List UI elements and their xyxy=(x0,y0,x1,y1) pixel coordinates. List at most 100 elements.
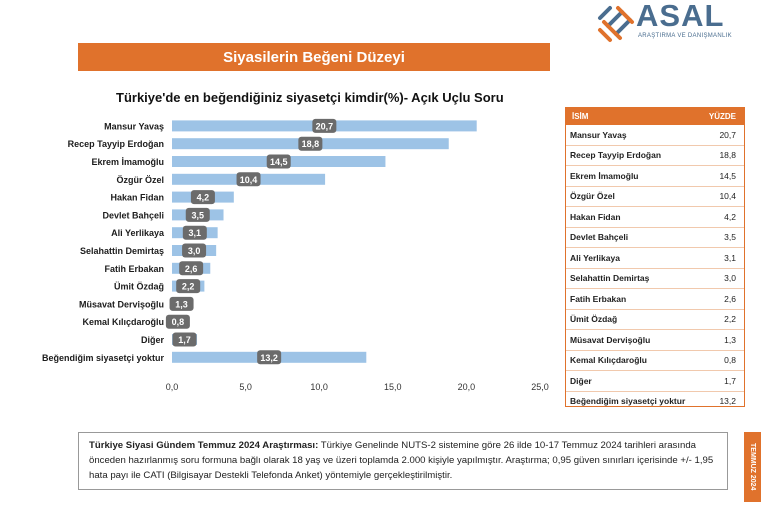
data-label: 3,0 xyxy=(188,246,201,256)
table-cell-value: 20,7 xyxy=(719,129,736,140)
table-cell-value: 0,8 xyxy=(724,355,736,366)
category-label: Fatih Erbakan xyxy=(104,264,164,274)
chart-title: Türkiye'de en beğendiğiniz siyasetçi kim… xyxy=(116,90,504,105)
table-cell-value: 2,6 xyxy=(724,293,736,304)
data-label-bg xyxy=(176,279,201,294)
table-cell-value: 4,2 xyxy=(724,211,736,222)
table-cell-value: 2,2 xyxy=(724,314,736,325)
data-label: 13,2 xyxy=(260,353,278,363)
data-label: 3,1 xyxy=(189,228,202,238)
table-cell-value: 13,2 xyxy=(719,396,736,407)
category-label: Hakan Fidan xyxy=(110,193,164,203)
category-label: Ekrem İmamoğlu xyxy=(91,157,164,167)
col-name-header: İSİM xyxy=(572,112,589,121)
table-cell-name: Devlet Bahçeli xyxy=(570,232,629,243)
table-row: Hakan Fidan 4,2 xyxy=(566,207,744,228)
category-label: Müsavat Dervişoğlu xyxy=(79,299,164,309)
table-cell-name: Selahattin Demirtaş xyxy=(570,273,650,284)
table-cell-name: Diğer xyxy=(570,375,592,386)
note-heading: Türkiye Siyasi Gündem Temmuz 2024 Araştı… xyxy=(89,440,319,451)
table-row: Fatih Erbakan 2,6 xyxy=(566,289,744,310)
data-label: 10,4 xyxy=(240,175,258,185)
table-body: Mansur Yavaş 20,7 Recep Tayyip Erdoğan 18,8… xyxy=(566,125,744,411)
col-value-header: YÜZDE xyxy=(708,112,736,121)
data-label-bg xyxy=(182,243,207,258)
table-cell-name: Özgür Özel xyxy=(570,191,615,202)
x-tick-label: 0,0 xyxy=(166,382,179,392)
data-label: 14,5 xyxy=(270,157,288,167)
date-side-tab: TEMMUZ 2024 xyxy=(744,432,761,502)
data-label-bg xyxy=(190,190,215,205)
category-label: Ümit Özdağ xyxy=(114,282,164,292)
data-label-bg xyxy=(185,207,210,222)
table-cell-value: 14,5 xyxy=(719,170,736,181)
results-table: İSİM YÜZDE Mansur Yavaş 20,7 Recep Tayyip … xyxy=(565,107,745,407)
data-label-bg xyxy=(179,261,204,276)
methodology-note: Türkiye Siyasi Gündem Temmuz 2024 Araştı… xyxy=(78,432,728,490)
category-label: Beğendiğim siyasetçi yoktur xyxy=(42,353,165,363)
table-row: Devlet Bahçeli 3,5 xyxy=(566,228,744,248)
category-label: Devlet Bahçeli xyxy=(102,210,164,220)
x-tick-label: 20,0 xyxy=(458,382,476,392)
logo-subtitle: ARAŞTIRMA VE DANIŞMANLIK xyxy=(638,33,732,39)
table-row: Müsavat Dervişoğlu 1,3 xyxy=(566,330,744,351)
x-tick-label: 15,0 xyxy=(384,382,402,392)
table-header: İSİM YÜZDE xyxy=(566,108,744,125)
data-label: 3,5 xyxy=(192,210,205,220)
table-row: Recep Tayyip Erdoğan 18,8 xyxy=(566,146,744,166)
category-label: Özgür Özel xyxy=(116,175,164,185)
data-label: 1,3 xyxy=(175,299,188,309)
bar-chart: Mansur Yavaş 20,7 Recep Tayyip Erdoğan 18,8… xyxy=(42,118,549,392)
table-row: Selahattin Demirtaş 3,0 xyxy=(566,269,744,289)
table-row: Kemal Kılıçdaroğlu 0,8 xyxy=(566,351,744,371)
x-tick-label: 10,0 xyxy=(310,382,328,392)
data-label-bg xyxy=(169,296,194,311)
table-cell-name: Kemal Kılıçdaroğlu xyxy=(570,355,647,366)
table-row: Özgür Özel 10,4 xyxy=(566,187,744,207)
data-label-bg xyxy=(312,118,337,133)
table-cell-name: Hakan Fidan xyxy=(570,211,621,222)
data-label-bg xyxy=(257,350,282,365)
x-tick-label: 25,0 xyxy=(531,382,549,392)
table-cell-value: 3,5 xyxy=(724,232,736,243)
data-label-bg xyxy=(172,332,197,347)
data-label: 4,2 xyxy=(197,193,210,203)
table-row: Mansur Yavaş 20,7 xyxy=(566,125,744,146)
x-tick-label: 5,0 xyxy=(239,382,252,392)
table-row: Diğer 1,7 xyxy=(566,371,744,392)
table-cell-name: Ekrem İmamoğlu xyxy=(570,170,639,181)
asal-logo xyxy=(596,4,746,44)
table-cell-value: 18,8 xyxy=(719,150,736,161)
table-cell-name: Beğendiğim siyasetçi yoktur xyxy=(570,396,686,407)
category-label: Kemal Kılıçdaroğlu xyxy=(82,317,164,327)
data-label-bg xyxy=(165,314,190,329)
table-cell-name: Müsavat Dervişoğlu xyxy=(570,334,651,345)
category-label: Recep Tayyip Erdoğan xyxy=(68,139,164,149)
table-cell-value: 10,4 xyxy=(719,191,736,202)
note-text: Türkiye Genelinde NUTS-2 sistemine göre … xyxy=(89,440,714,481)
table-cell-name: Ali Yerlikaya xyxy=(570,252,620,263)
data-label: 1,7 xyxy=(178,335,191,345)
table-cell-name: Ümit Özdağ xyxy=(570,314,618,325)
table-cell-value: 1,7 xyxy=(724,375,736,386)
table-cell-name: Mansur Yavaş xyxy=(570,129,627,140)
category-label: Ali Yerlikaya xyxy=(111,228,165,238)
data-label: 2,6 xyxy=(185,264,198,274)
category-label: Diğer xyxy=(141,335,165,345)
table-row: Ümit Özdağ 2,2 xyxy=(566,310,744,330)
data-label-bg xyxy=(266,154,291,169)
table-row: Ali Yerlikaya 3,1 xyxy=(566,248,744,269)
logo-text: ASAL xyxy=(636,0,725,33)
table-row: Beğendiğim siyasetçi yoktur 13,2 xyxy=(566,392,744,412)
data-label: 18,8 xyxy=(302,139,320,149)
table-cell-value: 3,0 xyxy=(724,273,736,284)
title-banner: Siyasilerin Beğeni Düzeyi xyxy=(78,43,550,71)
table-cell-value: 1,3 xyxy=(724,334,736,345)
table-cell-name: Fatih Erbakan xyxy=(570,293,627,304)
data-label: 20,7 xyxy=(316,121,334,131)
data-label: 2,2 xyxy=(182,282,195,292)
data-label-bg xyxy=(182,225,207,240)
data-label-bg xyxy=(236,172,261,187)
category-label: Mansur Yavaş xyxy=(104,121,164,131)
table-cell-value: 3,1 xyxy=(724,252,736,263)
